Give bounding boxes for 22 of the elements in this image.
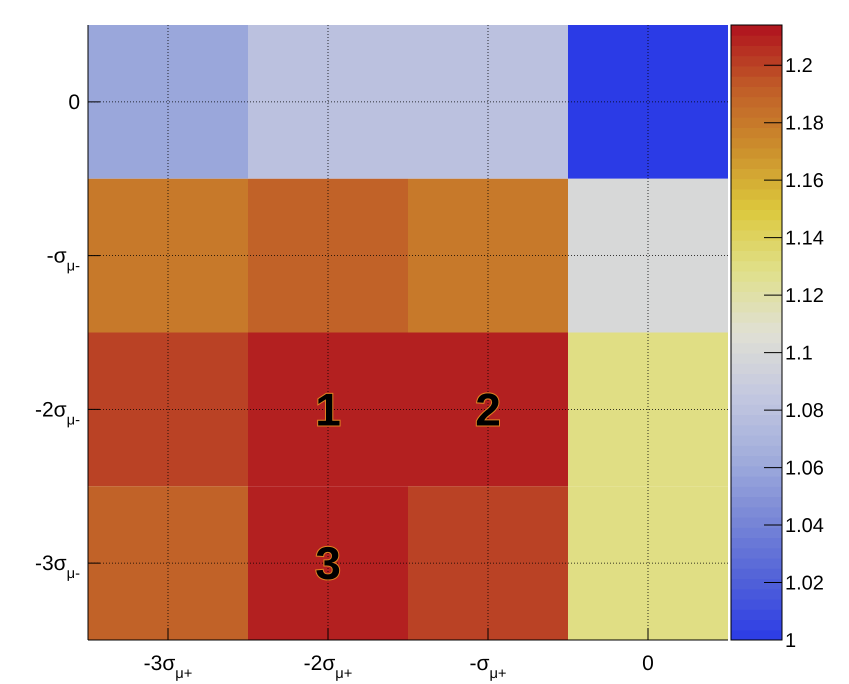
color-bar-label: 1.06 — [785, 458, 824, 480]
color-bar-label: 1.1 — [785, 342, 813, 365]
color-bar-label: 1.08 — [785, 400, 824, 422]
color-bar-label: 1.04 — [785, 515, 824, 538]
color-bar-label: 1.14 — [785, 228, 824, 250]
annotation: 2 — [475, 383, 501, 436]
color-bar-label: 1.02 — [785, 572, 824, 595]
y-tick-label: -σ$_{μ-}$ — [46, 244, 80, 275]
color-bar-label: 1.12 — [785, 285, 824, 308]
y-tick-label: -2σ$_{μ-}$ — [35, 398, 80, 428]
annotation: 1 — [315, 383, 341, 436]
y-tick-label: -3σ$_{μ-}$ — [35, 552, 80, 582]
x-tick-label: -2σ$_{μ+}$ — [304, 652, 352, 682]
x-tick-label: -3σ$_{μ+}$ — [144, 652, 192, 682]
x-tick-label: 0 — [642, 652, 654, 675]
y-tick-label: 0 — [68, 90, 80, 114]
color-bar-label: 1.16 — [785, 170, 824, 192]
color-bar-label: 1 — [785, 630, 796, 652]
annotation: 3 — [315, 537, 341, 590]
color-bar-label: 1.18 — [785, 112, 824, 135]
color-bar-label: 1.2 — [785, 55, 813, 78]
x-tick-label: -σ$_{μ+}$ — [469, 652, 507, 682]
